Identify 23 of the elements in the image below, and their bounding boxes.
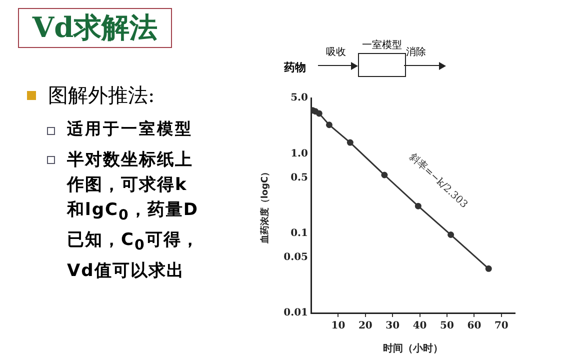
x-tick-label: 50 <box>440 320 454 332</box>
text: 吸收 <box>326 46 346 59</box>
text: 药物 <box>284 60 306 75</box>
x-tick-label: 40 <box>412 320 427 332</box>
text: 适用于一室模型 <box>67 119 193 140</box>
text: 消除 <box>406 46 426 59</box>
text: 半对数坐标纸上作图，可求得k和lgC$_{0}$，药量D 已知，C$_{0}$可得，Vd值可以求出 <box>67 150 200 281</box>
y-tick-label: 1.0 <box>290 148 308 160</box>
text: 一室模型 <box>362 38 402 52</box>
chart-title: Vd求解法 <box>18 8 172 48</box>
x-tick-label: 30 <box>386 320 400 332</box>
y-tick-label: 5.0 <box>290 92 308 104</box>
x-tick-label: 60 <box>467 320 482 332</box>
y-tick-label: 0.05 <box>284 252 308 263</box>
x-tick-label: 70 <box>494 320 508 332</box>
x-tick-label: 20 <box>358 320 372 332</box>
text: 图解外推法: <box>48 82 155 109</box>
x-axis-title: 时间（小时） <box>383 342 443 355</box>
y-axis-title: 血药浓度（logC） <box>260 167 271 245</box>
y-tick-label: 0.1 <box>290 228 308 239</box>
y-tick-label: 0.01 <box>284 308 308 319</box>
x-tick-label: 10 <box>331 320 346 332</box>
y-tick-label: 0.5 <box>290 172 308 184</box>
